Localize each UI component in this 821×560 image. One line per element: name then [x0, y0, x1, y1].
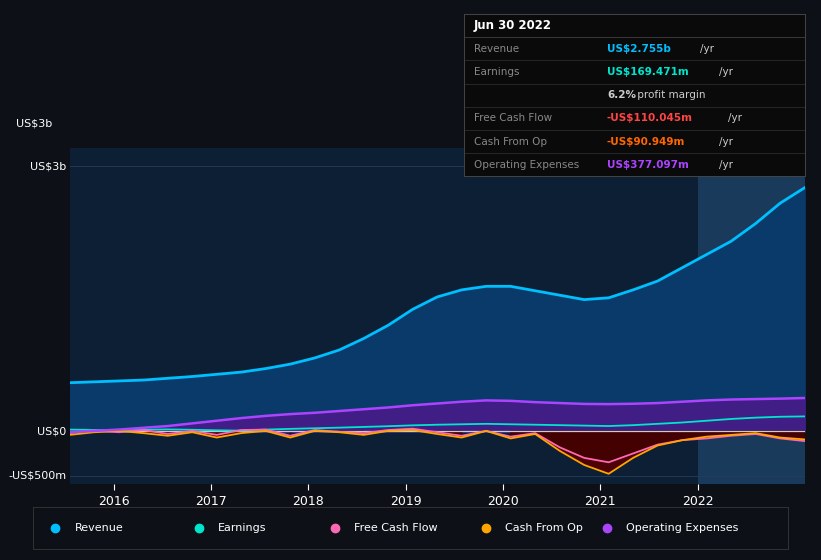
- Text: Operating Expenses: Operating Expenses: [626, 523, 738, 533]
- Text: Earnings: Earnings: [218, 523, 266, 533]
- Text: Jun 30 2022: Jun 30 2022: [474, 19, 552, 32]
- Text: /yr: /yr: [718, 67, 732, 77]
- Text: -US$90.949m: -US$90.949m: [607, 137, 686, 147]
- Text: Operating Expenses: Operating Expenses: [474, 160, 580, 170]
- Text: US$377.097m: US$377.097m: [607, 160, 689, 170]
- Text: Cash From Op: Cash From Op: [505, 523, 583, 533]
- Text: Earnings: Earnings: [474, 67, 520, 77]
- Text: -US$110.045m: -US$110.045m: [607, 113, 693, 123]
- Text: /yr: /yr: [699, 44, 713, 54]
- Text: US$3b: US$3b: [30, 161, 67, 171]
- Text: 6.2%: 6.2%: [607, 90, 636, 100]
- Text: Cash From Op: Cash From Op: [474, 137, 547, 147]
- Text: /yr: /yr: [718, 137, 732, 147]
- Bar: [698, 148, 821, 484]
- Text: US$0: US$0: [37, 426, 67, 436]
- Text: US$2.755b: US$2.755b: [607, 44, 671, 54]
- Text: Free Cash Flow: Free Cash Flow: [354, 523, 438, 533]
- Text: Revenue: Revenue: [75, 523, 123, 533]
- Text: /yr: /yr: [728, 113, 742, 123]
- Text: -US$500m: -US$500m: [8, 470, 67, 480]
- Text: Revenue: Revenue: [474, 44, 519, 54]
- Text: US$3b: US$3b: [16, 118, 53, 128]
- Text: profit margin: profit margin: [635, 90, 706, 100]
- Text: Free Cash Flow: Free Cash Flow: [474, 113, 553, 123]
- Text: US$169.471m: US$169.471m: [607, 67, 689, 77]
- Text: /yr: /yr: [718, 160, 732, 170]
